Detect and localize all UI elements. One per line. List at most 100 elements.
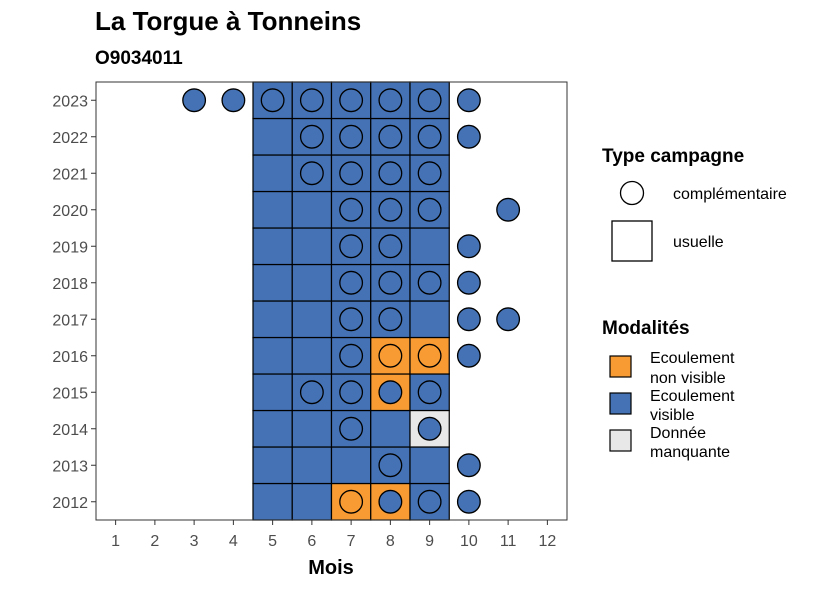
point-2022-6-ecoulement-visible [299, 124, 324, 149]
tile-2019-5-ecoulement-visible [252, 227, 293, 266]
point-2020-7-ecoulement-visible [339, 197, 364, 222]
point-2017-8-ecoulement-visible [378, 307, 403, 332]
point-2020-9-ecoulement-visible [417, 197, 442, 222]
point-2017-10-ecoulement-visible [456, 307, 481, 332]
point-2012-9-ecoulement-visible [417, 489, 442, 514]
legend-modalites: Modalités Ecoulement non visible Ecoulem… [602, 318, 735, 461]
x-tick-label-3: 3 [190, 533, 199, 550]
x-tick-label-12: 12 [538, 533, 556, 550]
point-2023-4-ecoulement-visible [221, 88, 246, 113]
tile-2012-6-ecoulement-visible [291, 482, 333, 521]
legend-circle-icon [619, 180, 645, 206]
chart-title: La Torgue à Tonneins [95, 6, 361, 36]
point-2015-8-ecoulement-visible [378, 380, 403, 405]
legend-modalites-title: Modalités [602, 318, 690, 339]
y-tick-label-2014: 2014 [52, 422, 88, 439]
point-2018-8-ecoulement-visible [378, 270, 403, 295]
tile-2016-5-ecoulement-visible [252, 336, 293, 375]
point-2020-8-ecoulement-visible [378, 197, 403, 222]
legend-label-usuelle: usuelle [673, 234, 724, 251]
y-tick-label-2023: 2023 [52, 93, 88, 110]
legend-swatch-donnee-manquante [609, 429, 632, 452]
tile-2014-6-ecoulement-visible [291, 409, 333, 448]
point-2023-7-ecoulement-visible [339, 88, 364, 113]
tile-2014-8-ecoulement-visible [370, 409, 411, 448]
point-2020-11-ecoulement-visible [496, 197, 521, 222]
legend-swatch-ecoulement-visible [609, 392, 632, 415]
tile-2022-5-ecoulement-visible [252, 117, 293, 156]
point-2012-8-ecoulement-visible [378, 489, 403, 514]
point-2019-7-ecoulement-visible [339, 234, 364, 259]
y-tick-label-2012: 2012 [52, 495, 88, 512]
point-2023-10-ecoulement-visible [456, 88, 481, 113]
point-2019-8-ecoulement-visible [378, 234, 403, 259]
point-2015-7-ecoulement-visible [339, 380, 364, 405]
legend-swatch-ecoulement-non-visible [609, 355, 632, 378]
tile-2018-5-ecoulement-visible [252, 263, 293, 302]
x-axis: 1 2 3 4 5 6 7 8 9 10 11 12 [111, 520, 556, 550]
tile-2020-5-ecoulement-visible [252, 190, 293, 229]
legend-label-manquante-line1: Donnée [650, 425, 706, 442]
point-2019-10-ecoulement-visible [456, 234, 481, 259]
point-2022-7-ecoulement-visible [339, 124, 364, 149]
x-axis-title: Mois [308, 557, 354, 579]
usuelle-tiles [252, 81, 450, 521]
point-2023-8-ecoulement-visible [378, 88, 403, 113]
legend-label-complementaire: complémentaire [673, 186, 787, 203]
tile-2021-5-ecoulement-visible [252, 154, 293, 193]
legend-label-visible-line1: Ecoulement [650, 388, 735, 405]
x-tick-label-10: 10 [460, 533, 478, 550]
chart-subtitle: O9034011 [95, 48, 183, 69]
tile-2019-9-ecoulement-visible [409, 227, 450, 266]
tile-2016-6-ecoulement-visible [291, 336, 333, 375]
x-tick-label-7: 7 [347, 533, 356, 550]
y-tick-label-2016: 2016 [52, 349, 88, 366]
point-2012-10-ecoulement-visible [456, 489, 481, 514]
legend-type-campagne: Type campagne complémentaire usuelle [602, 146, 787, 262]
point-2021-8-ecoulement-visible [378, 161, 403, 186]
y-tick-label-2022: 2022 [52, 130, 88, 147]
x-tick-label-5: 5 [268, 533, 277, 550]
point-2015-6-ecoulement-visible [299, 380, 324, 405]
point-2016-8-ecoulement-non-visible [378, 343, 403, 368]
y-tick-label-2021: 2021 [52, 166, 88, 183]
tile-2015-5-ecoulement-visible [252, 373, 293, 412]
y-tick-label-2015: 2015 [52, 385, 88, 402]
y-tick-label-2017: 2017 [52, 312, 88, 329]
x-tick-label-2: 2 [150, 533, 159, 550]
x-tick-label-8: 8 [386, 533, 395, 550]
point-2021-9-ecoulement-visible [417, 161, 442, 186]
point-2014-7-ecoulement-visible [339, 416, 364, 441]
tile-2017-9-ecoulement-visible [409, 300, 450, 339]
point-2023-6-ecoulement-visible [299, 88, 324, 113]
tile-2018-9-ecoulement-visible [409, 263, 450, 302]
y-tick-label-2020: 2020 [52, 203, 88, 220]
x-tick-label-6: 6 [307, 533, 316, 550]
point-2021-7-ecoulement-visible [339, 161, 364, 186]
tile-2019-6-ecoulement-visible [291, 227, 333, 266]
plot-area [95, 81, 568, 521]
point-2022-8-ecoulement-visible [378, 124, 403, 149]
tile-2020-6-ecoulement-visible [291, 190, 333, 229]
complementaire-points [182, 88, 521, 514]
point-2023-5-ecoulement-visible [260, 88, 285, 113]
point-2021-6-ecoulement-visible [299, 161, 324, 186]
x-tick-label-11: 11 [500, 533, 517, 550]
point-2017-11-ecoulement-visible [496, 307, 521, 332]
point-2016-9-ecoulement-non-visible [417, 343, 442, 368]
legend-label-non-visible-line1: Ecoulement [650, 350, 735, 367]
y-tick-label-2018: 2018 [52, 276, 88, 293]
point-2012-7-ecoulement-non-visible [339, 489, 364, 514]
tile-2014-5-ecoulement-visible [252, 409, 293, 448]
point-2014-9-ecoulement-visible [417, 416, 442, 441]
y-tick-label-2019: 2019 [52, 239, 88, 256]
legend-label-manquante-line2: manquante [650, 444, 730, 461]
point-2018-10-ecoulement-visible [456, 270, 481, 295]
point-2016-7-ecoulement-visible [339, 343, 364, 368]
point-2016-10-ecoulement-visible [456, 343, 481, 368]
x-tick-label-1: 1 [111, 533, 120, 550]
legend-label-visible-line2: visible [650, 407, 695, 424]
x-tick-label-9: 9 [425, 533, 434, 550]
tile-2017-5-ecoulement-visible [252, 300, 293, 339]
